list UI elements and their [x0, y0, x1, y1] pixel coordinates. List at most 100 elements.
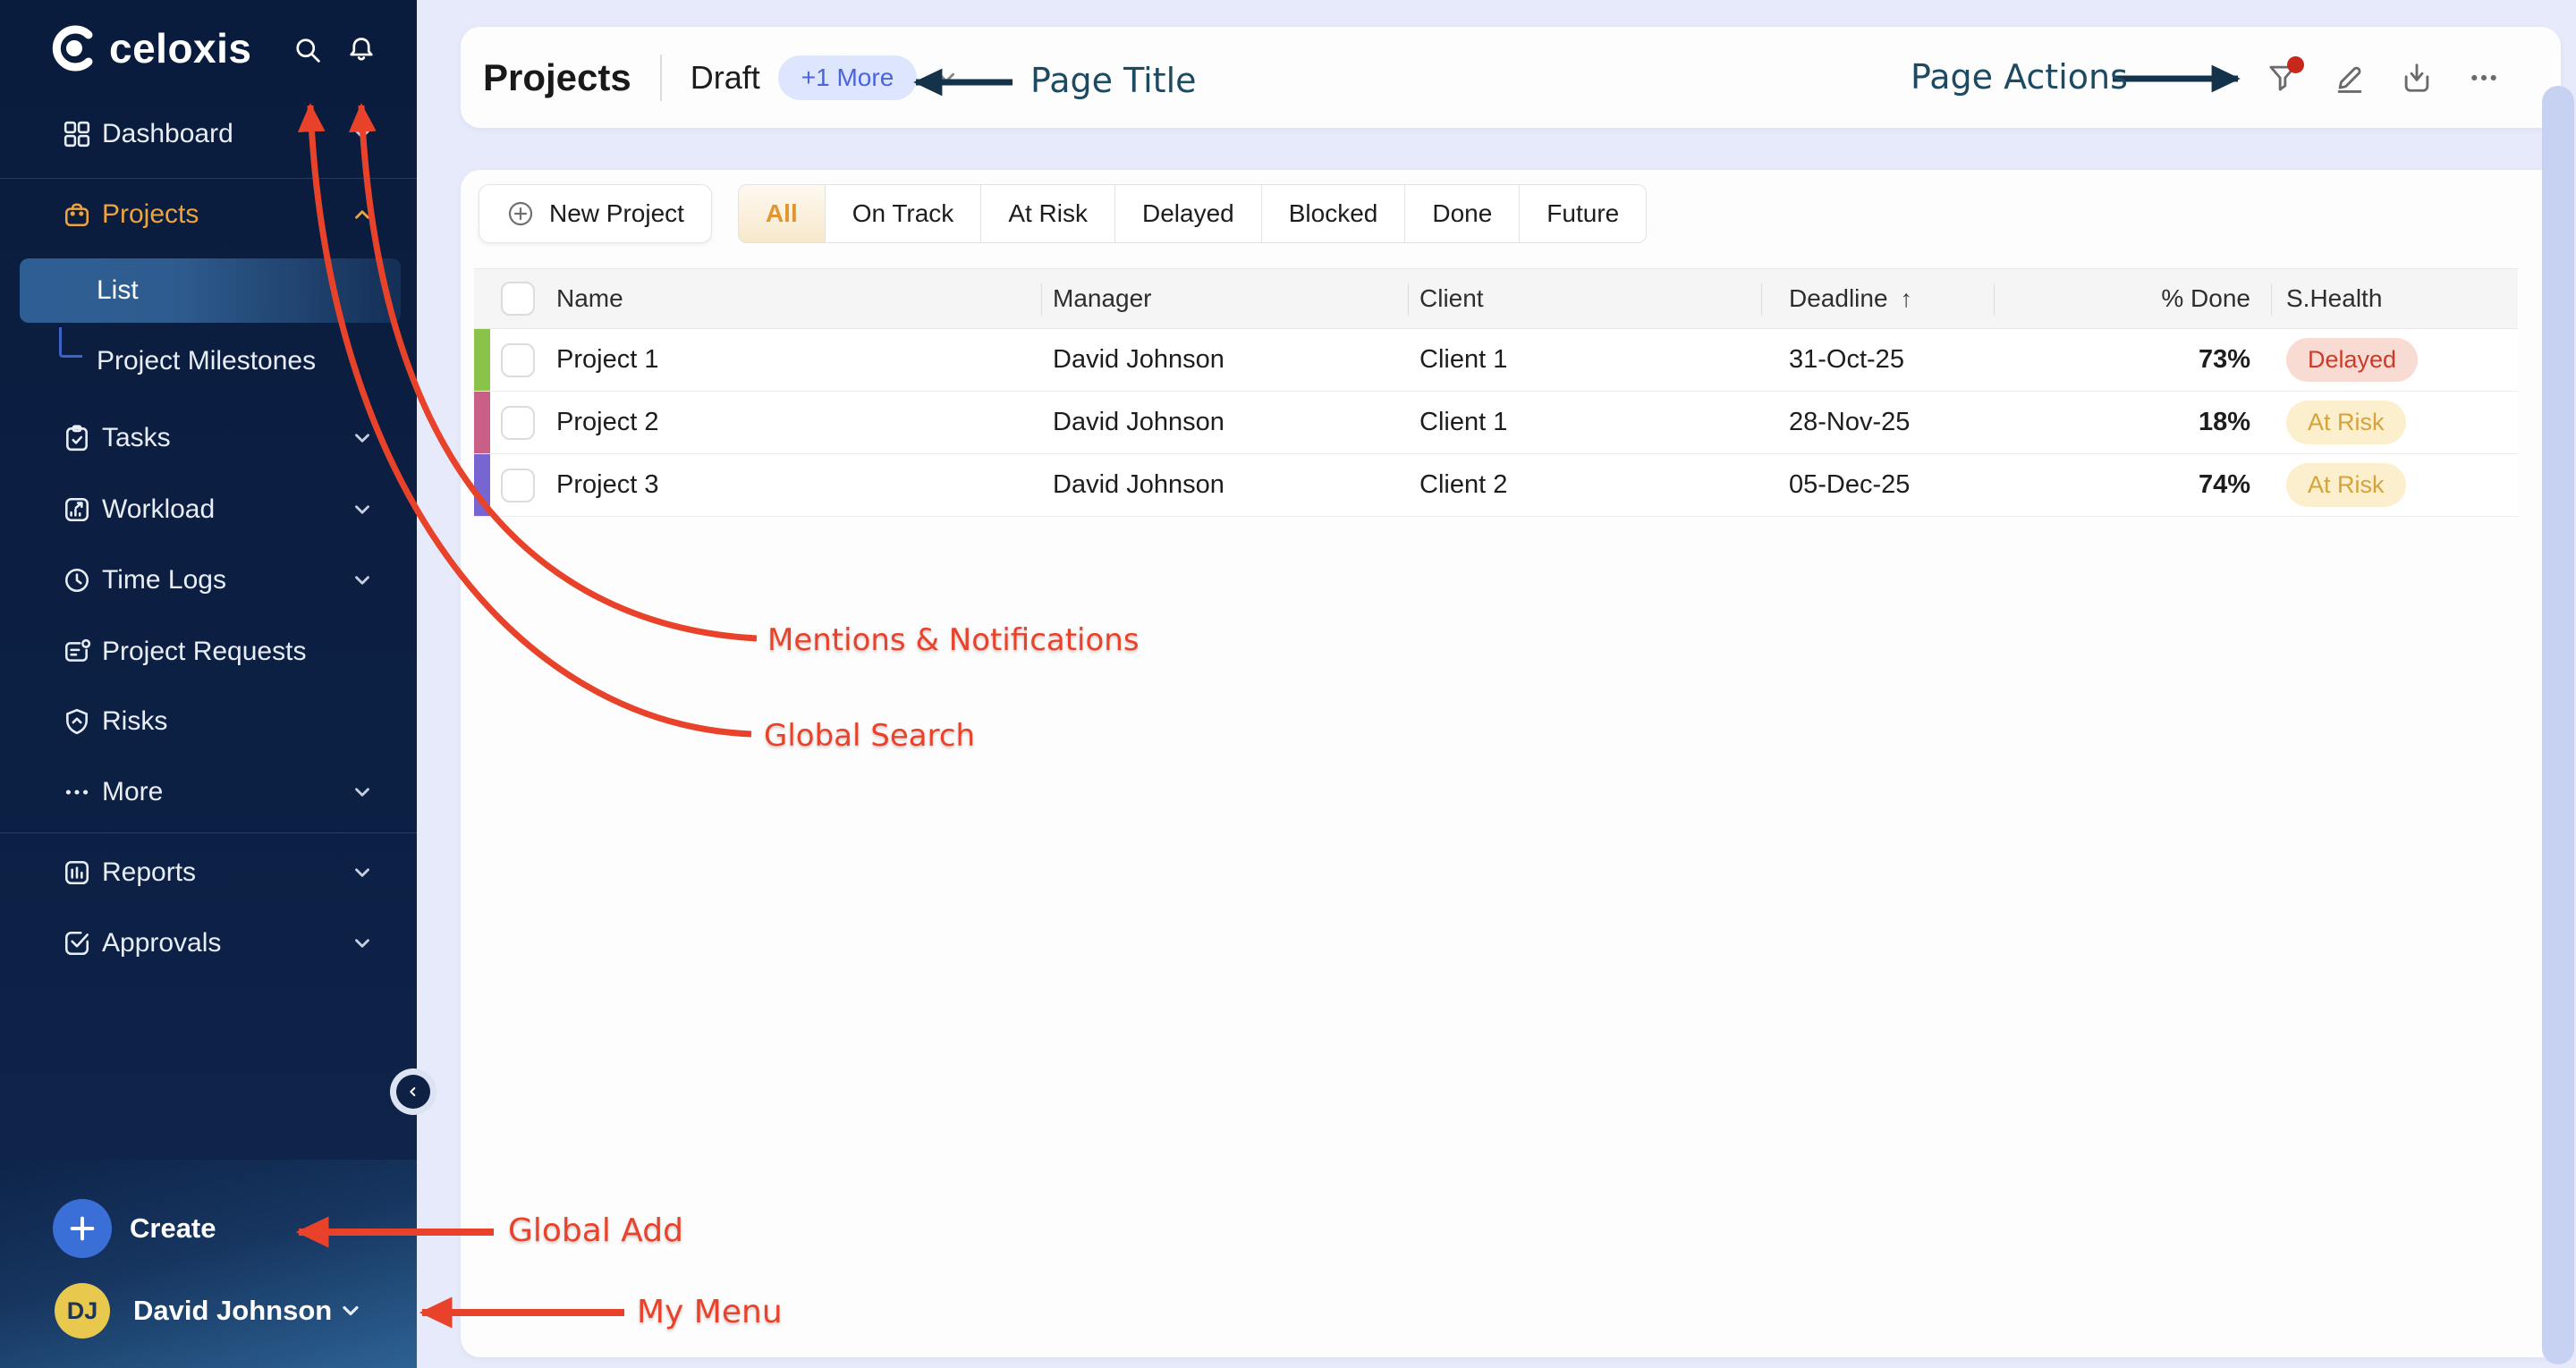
column-header-done[interactable]: % Done — [1995, 269, 2272, 328]
table-row-project-2[interactable]: Project 2 David Johnson Client 1 28-Nov-… — [474, 392, 2518, 454]
vertical-scrollbar[interactable] — [2542, 86, 2574, 1364]
chevron-down-icon — [351, 426, 374, 450]
toolbar: New Project All On Track At Risk Delayed… — [479, 184, 1648, 243]
chevron-down-icon — [351, 781, 374, 804]
tab-delayed[interactable]: Delayed — [1114, 184, 1262, 243]
filter-chevron-down-icon[interactable] — [933, 64, 960, 91]
status-filter-label: Draft — [690, 58, 760, 96]
tab-at-risk[interactable]: At Risk — [980, 184, 1115, 243]
chevron-down-icon — [351, 932, 374, 955]
row-checkbox[interactable] — [501, 405, 535, 440]
cell-manager: David Johnson — [1053, 408, 1224, 436]
project-requests-icon — [61, 636, 93, 668]
create-label: Create — [130, 1212, 216, 1244]
my-menu[interactable]: DJ David Johnson — [0, 1280, 417, 1341]
cell-manager: David Johnson — [1053, 345, 1224, 374]
avatar: DJ — [55, 1283, 110, 1338]
filter-active-badge — [2287, 55, 2304, 73]
approvals-check-icon — [61, 927, 93, 959]
chevron-down-icon — [338, 1298, 363, 1323]
notifications-bell-icon[interactable] — [345, 34, 377, 66]
column-header-manager[interactable]: Manager — [1042, 269, 1409, 328]
table-row-project-1[interactable]: Project 1 David Johnson Client 1 31-Oct-… — [474, 329, 2518, 392]
column-header-deadline[interactable]: Deadline ↑ — [1762, 269, 1995, 328]
status-tabs: All On Track At Risk Delayed Blocked Don… — [737, 184, 1648, 243]
chevron-down-icon — [351, 498, 374, 521]
tab-all[interactable]: All — [737, 184, 826, 243]
logo: celoxis — [0, 20, 417, 77]
chevron-down-icon — [351, 569, 374, 592]
tab-done[interactable]: Done — [1404, 184, 1521, 243]
row-accent-bar — [474, 392, 490, 453]
sidebar-item-time-logs[interactable]: Time Logs — [0, 545, 417, 615]
sidebar-item-reports[interactable]: Reports — [0, 838, 417, 908]
sidebar-item-workload[interactable]: Workload — [0, 475, 417, 545]
column-header-client[interactable]: Client — [1409, 269, 1762, 328]
logo-text: celoxis — [109, 25, 252, 72]
table-header-row: Name Manager Client Deadline ↑ % Done S.H… — [474, 268, 2518, 329]
column-header-health[interactable]: S.Health — [2286, 284, 2383, 312]
tab-on-track[interactable]: On Track — [824, 184, 982, 243]
sidebar-item-risks[interactable]: Risks — [0, 687, 417, 756]
sidebar-collapse-button[interactable] — [390, 1068, 436, 1115]
global-add-button[interactable]: Create — [0, 1196, 417, 1261]
title-divider — [659, 54, 662, 101]
tab-blocked[interactable]: Blocked — [1260, 184, 1406, 243]
chevron-up-icon — [351, 203, 374, 226]
filter-funnel-icon[interactable] — [2265, 55, 2304, 96]
content-panel: New Project All On Track At Risk Delayed… — [461, 170, 2561, 1357]
projects-briefcase-icon — [61, 198, 93, 231]
sidebar-item-list[interactable]: List — [20, 258, 401, 323]
sidebar-item-project-milestones[interactable]: Project Milestones — [97, 346, 317, 376]
column-header-name[interactable]: Name — [546, 269, 1042, 328]
sidebar-item-approvals[interactable]: Approvals — [0, 908, 417, 978]
cell-client: Client 2 — [1419, 470, 1508, 499]
risks-shield-icon — [61, 705, 93, 738]
sort-ascending-icon: ↑ — [1900, 284, 1913, 312]
tab-future[interactable]: Future — [1519, 184, 1648, 243]
cell-deadline: 31-Oct-25 — [1789, 345, 1904, 374]
cell-name: Project 2 — [556, 408, 659, 436]
edit-pencil-icon[interactable] — [2332, 60, 2368, 96]
download-icon[interactable] — [2399, 60, 2435, 96]
plus-icon — [53, 1199, 112, 1258]
clock-icon — [61, 564, 93, 596]
sidebar-item-dashboard[interactable]: Dashboard — [0, 99, 417, 169]
more-actions-ellipsis-icon[interactable] — [2466, 60, 2502, 96]
table-row-project-3[interactable]: Project 3 David Johnson Client 2 05-Dec-… — [474, 454, 2518, 517]
row-accent-bar — [474, 454, 490, 516]
reports-bar-chart-icon — [61, 857, 93, 889]
tasks-clipboard-icon — [61, 422, 93, 454]
sidebar-item-more[interactable]: More — [0, 757, 417, 827]
select-all-checkbox[interactable] — [501, 282, 535, 316]
row-checkbox[interactable] — [501, 342, 535, 377]
workload-chart-icon — [61, 494, 93, 526]
sidebar: celoxis Dashboard — [0, 0, 417, 1368]
sidebar-item-project-requests[interactable]: Project Requests — [0, 617, 417, 687]
global-search-icon[interactable] — [292, 34, 324, 66]
row-accent-bar — [474, 329, 490, 391]
row-checkbox[interactable] — [501, 468, 535, 502]
chevron-down-icon — [351, 861, 374, 884]
cell-manager: David Johnson — [1053, 470, 1224, 499]
cell-name: Project 3 — [556, 470, 659, 499]
sidebar-item-projects[interactable]: Projects — [0, 180, 417, 249]
more-filters-badge[interactable]: +1 More — [777, 55, 918, 100]
cell-name: Project 1 — [556, 345, 659, 374]
new-project-button[interactable]: New Project — [479, 184, 712, 243]
plus-circle-icon — [508, 201, 533, 226]
projects-table: Name Manager Client Deadline ↑ % Done S.H… — [474, 268, 2518, 517]
cell-client: Client 1 — [1419, 408, 1508, 436]
page-title: Projects — [483, 55, 631, 98]
ellipsis-icon — [61, 776, 93, 808]
page-actions — [2265, 55, 2502, 96]
chevron-left-icon — [396, 1075, 430, 1109]
dashboard-icon — [61, 118, 93, 150]
tree-connector — [59, 327, 82, 358]
sidebar-item-tasks[interactable]: Tasks — [0, 403, 417, 473]
celoxis-logo-icon — [52, 25, 93, 72]
page-header: Projects Draft +1 More — [461, 27, 2561, 128]
cell-done: 18% — [2198, 408, 2250, 436]
chevron-down-icon — [351, 122, 374, 146]
